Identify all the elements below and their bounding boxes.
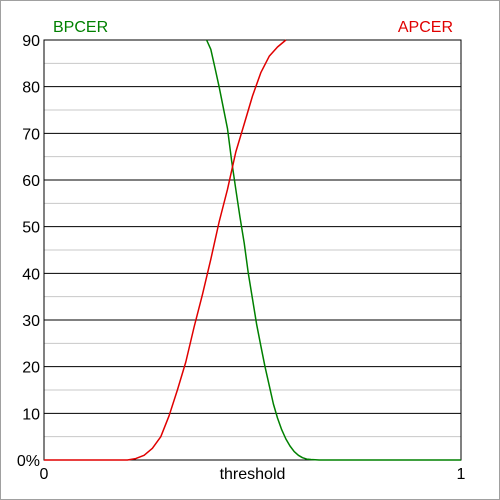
y-tick-label: 90 (22, 33, 40, 50)
x-tick-label: 0 (40, 466, 49, 483)
y-tick-label: 30 (22, 313, 40, 330)
series-labels: BPCER APCER (53, 19, 453, 36)
y-tick-label: 10 (22, 406, 40, 423)
y-tick-label: 0% (17, 453, 40, 470)
y-axis-tick-labels: 0% 10 20 30 40 50 60 70 80 90 (17, 33, 40, 470)
y-tick-label: 60 (22, 173, 40, 190)
series-line-apcer (44, 39, 287, 461)
y-tick-label: 50 (22, 220, 40, 237)
y-tick-label: 70 (22, 126, 40, 143)
minor-gridlines (44, 62, 461, 438)
y-tick-label: 40 (22, 266, 40, 283)
x-axis-label: threshold (220, 466, 286, 483)
plot-area-border (43, 39, 462, 461)
series-lines (44, 39, 461, 461)
series-label-bpcer: BPCER (53, 19, 108, 36)
y-tick-label: 20 (22, 360, 40, 377)
y-tick-label: 80 (22, 80, 40, 97)
x-tick-label: 1 (457, 466, 466, 483)
series-label-apcer: APCER (398, 19, 453, 36)
series-line-bpcer (205, 39, 461, 461)
